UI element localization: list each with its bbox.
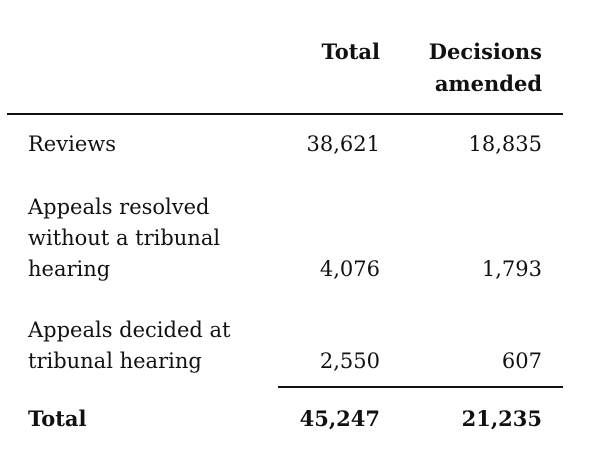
header-rule (7, 113, 563, 115)
total-total: 45,247 (299, 406, 380, 431)
header-total: Total (321, 39, 380, 64)
row-amended: 607 (501, 349, 542, 373)
row-total: 38,621 (306, 132, 380, 156)
row-label: Reviews (28, 132, 116, 156)
header-decisions-amended-1: Decisions (428, 39, 542, 64)
row-label: without a tribunal (28, 226, 221, 250)
row-total: 4,076 (319, 257, 380, 281)
total-rule (278, 386, 563, 388)
header-decisions-amended-2: amended (434, 71, 542, 96)
row-amended: 18,835 (468, 132, 542, 156)
row-amended: 1,793 (481, 257, 542, 281)
row-total: 2,550 (319, 349, 380, 373)
row-label: Appeals resolved (28, 195, 210, 219)
row-label: hearing (28, 257, 111, 281)
total-label: Total (28, 406, 87, 431)
row-label: tribunal hearing (28, 349, 202, 373)
total-amended: 21,235 (461, 406, 542, 431)
row-label: Appeals decided at (28, 318, 231, 342)
